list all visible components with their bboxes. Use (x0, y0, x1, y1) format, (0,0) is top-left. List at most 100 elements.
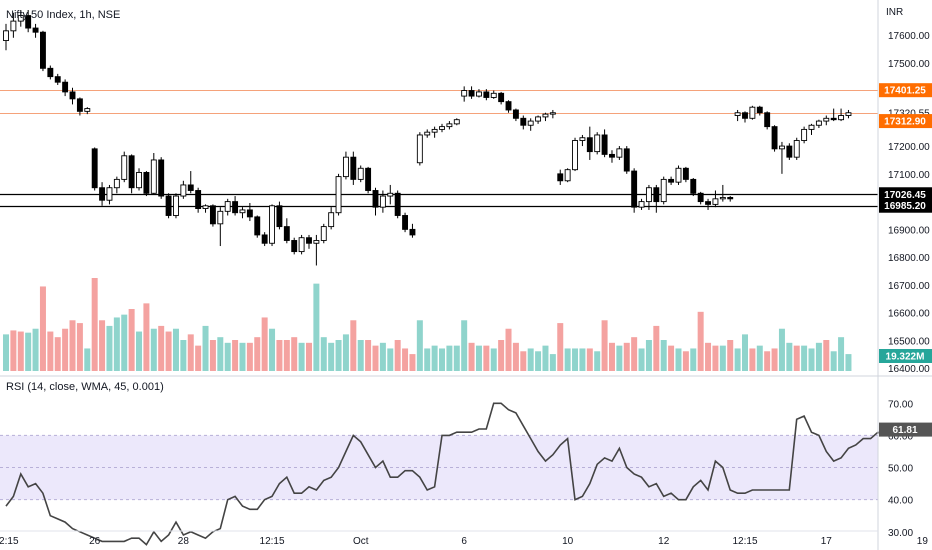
candle-down (697, 192, 704, 203)
candle-up (121, 155, 128, 180)
volume-bar (424, 348, 431, 371)
volume-bar (638, 348, 645, 371)
volume-tag-bg (879, 349, 932, 363)
candle-down (394, 192, 401, 216)
candle-up (387, 192, 394, 197)
candle-down (306, 237, 312, 244)
volume-bar (365, 340, 372, 371)
candle-down (76, 98, 83, 112)
price-tick-label: 16600.00 (888, 309, 930, 320)
volume-tag: 19.322M (886, 352, 925, 363)
volume-bar (195, 345, 202, 371)
volume-bar (62, 328, 69, 371)
volume-bar (586, 348, 593, 371)
volume-bar (113, 317, 120, 371)
volume-bar (505, 328, 512, 371)
candle-up (453, 119, 460, 125)
volume-bar (84, 348, 91, 371)
volume-bar (239, 342, 246, 371)
candle-up (734, 112, 741, 116)
candle-down (254, 216, 261, 236)
volume-bar (468, 342, 475, 371)
candle-down (99, 187, 106, 201)
volume-bar (150, 328, 157, 371)
time-tick-label: 28 (178, 536, 190, 547)
candle-down (158, 159, 165, 197)
volume-bar (3, 334, 9, 371)
candle-down (128, 155, 135, 189)
price-tag: 17026.45 (884, 190, 926, 201)
candle-down (764, 112, 771, 128)
volume-bar (232, 340, 239, 371)
volume-bar (734, 348, 741, 371)
time-tick-label: 12:15 (732, 536, 757, 547)
volume-bar (106, 325, 113, 371)
volume-bar (594, 351, 601, 371)
volume-bar (564, 348, 571, 371)
price-tick-label: 17100.00 (888, 170, 930, 181)
volume-bar (756, 345, 763, 371)
volume-bar (69, 320, 76, 371)
volume-bar (801, 345, 808, 371)
candle-down (483, 91, 490, 98)
candle-up (675, 167, 682, 183)
volume-bar (645, 340, 652, 371)
candle-down (209, 205, 216, 225)
candle-up (424, 131, 431, 136)
candle-up (439, 126, 445, 130)
candle-down (742, 112, 748, 119)
candle-down (195, 190, 202, 209)
candle-up (342, 156, 349, 178)
candle-down (62, 81, 69, 93)
volume-bar (416, 320, 423, 371)
candle-up (239, 209, 246, 214)
candle-up (779, 145, 785, 150)
time-tick-label: 12 (658, 536, 670, 547)
volume-bar (719, 345, 726, 371)
volume-bar (209, 340, 216, 371)
candle-up (461, 90, 468, 97)
volume-bar (99, 320, 106, 371)
candle-down (690, 178, 697, 194)
rsi-tick-label: 40.00 (888, 496, 913, 507)
volume-bar (453, 345, 460, 371)
price-tag: 17312.90 (884, 117, 926, 128)
volume-bar (305, 342, 312, 371)
volume-bar (217, 337, 224, 371)
price-tag-bg (879, 114, 932, 129)
candle-up (217, 210, 224, 225)
candle-down (365, 167, 372, 191)
candle-down (623, 148, 630, 172)
volume-bar (483, 345, 490, 371)
time-tick-label: 26 (89, 536, 101, 547)
volume-bar (705, 342, 712, 371)
volume-bar (342, 334, 349, 371)
candle-up (793, 140, 800, 158)
volume-bar (409, 354, 416, 371)
volume-bars (3, 278, 852, 371)
currency-label: INR (886, 7, 903, 18)
volume-bar (838, 337, 845, 371)
volume-bar (25, 332, 32, 371)
candle-down (40, 31, 46, 69)
volume-bar (490, 348, 497, 371)
candle-up (298, 237, 305, 253)
candle-up (224, 201, 231, 212)
volume-bar (808, 348, 815, 371)
candle-up (564, 169, 571, 182)
price-tag-bg (879, 187, 932, 202)
candle-up (749, 106, 756, 119)
volume-bar (269, 328, 276, 371)
price-tick-label: 17200.00 (888, 142, 930, 153)
price-tag-bg (879, 83, 932, 98)
candle-up (173, 195, 179, 216)
volume-bar (660, 340, 667, 371)
volume-bar (128, 309, 135, 371)
candle-down (601, 134, 608, 155)
time-tick-label: 12:15 (0, 536, 19, 547)
chart-title: Nifty 50 Index, 1h, NSE (6, 9, 120, 21)
candle-up (815, 120, 822, 126)
volume-bar (224, 342, 231, 371)
volume-bar (372, 345, 379, 371)
